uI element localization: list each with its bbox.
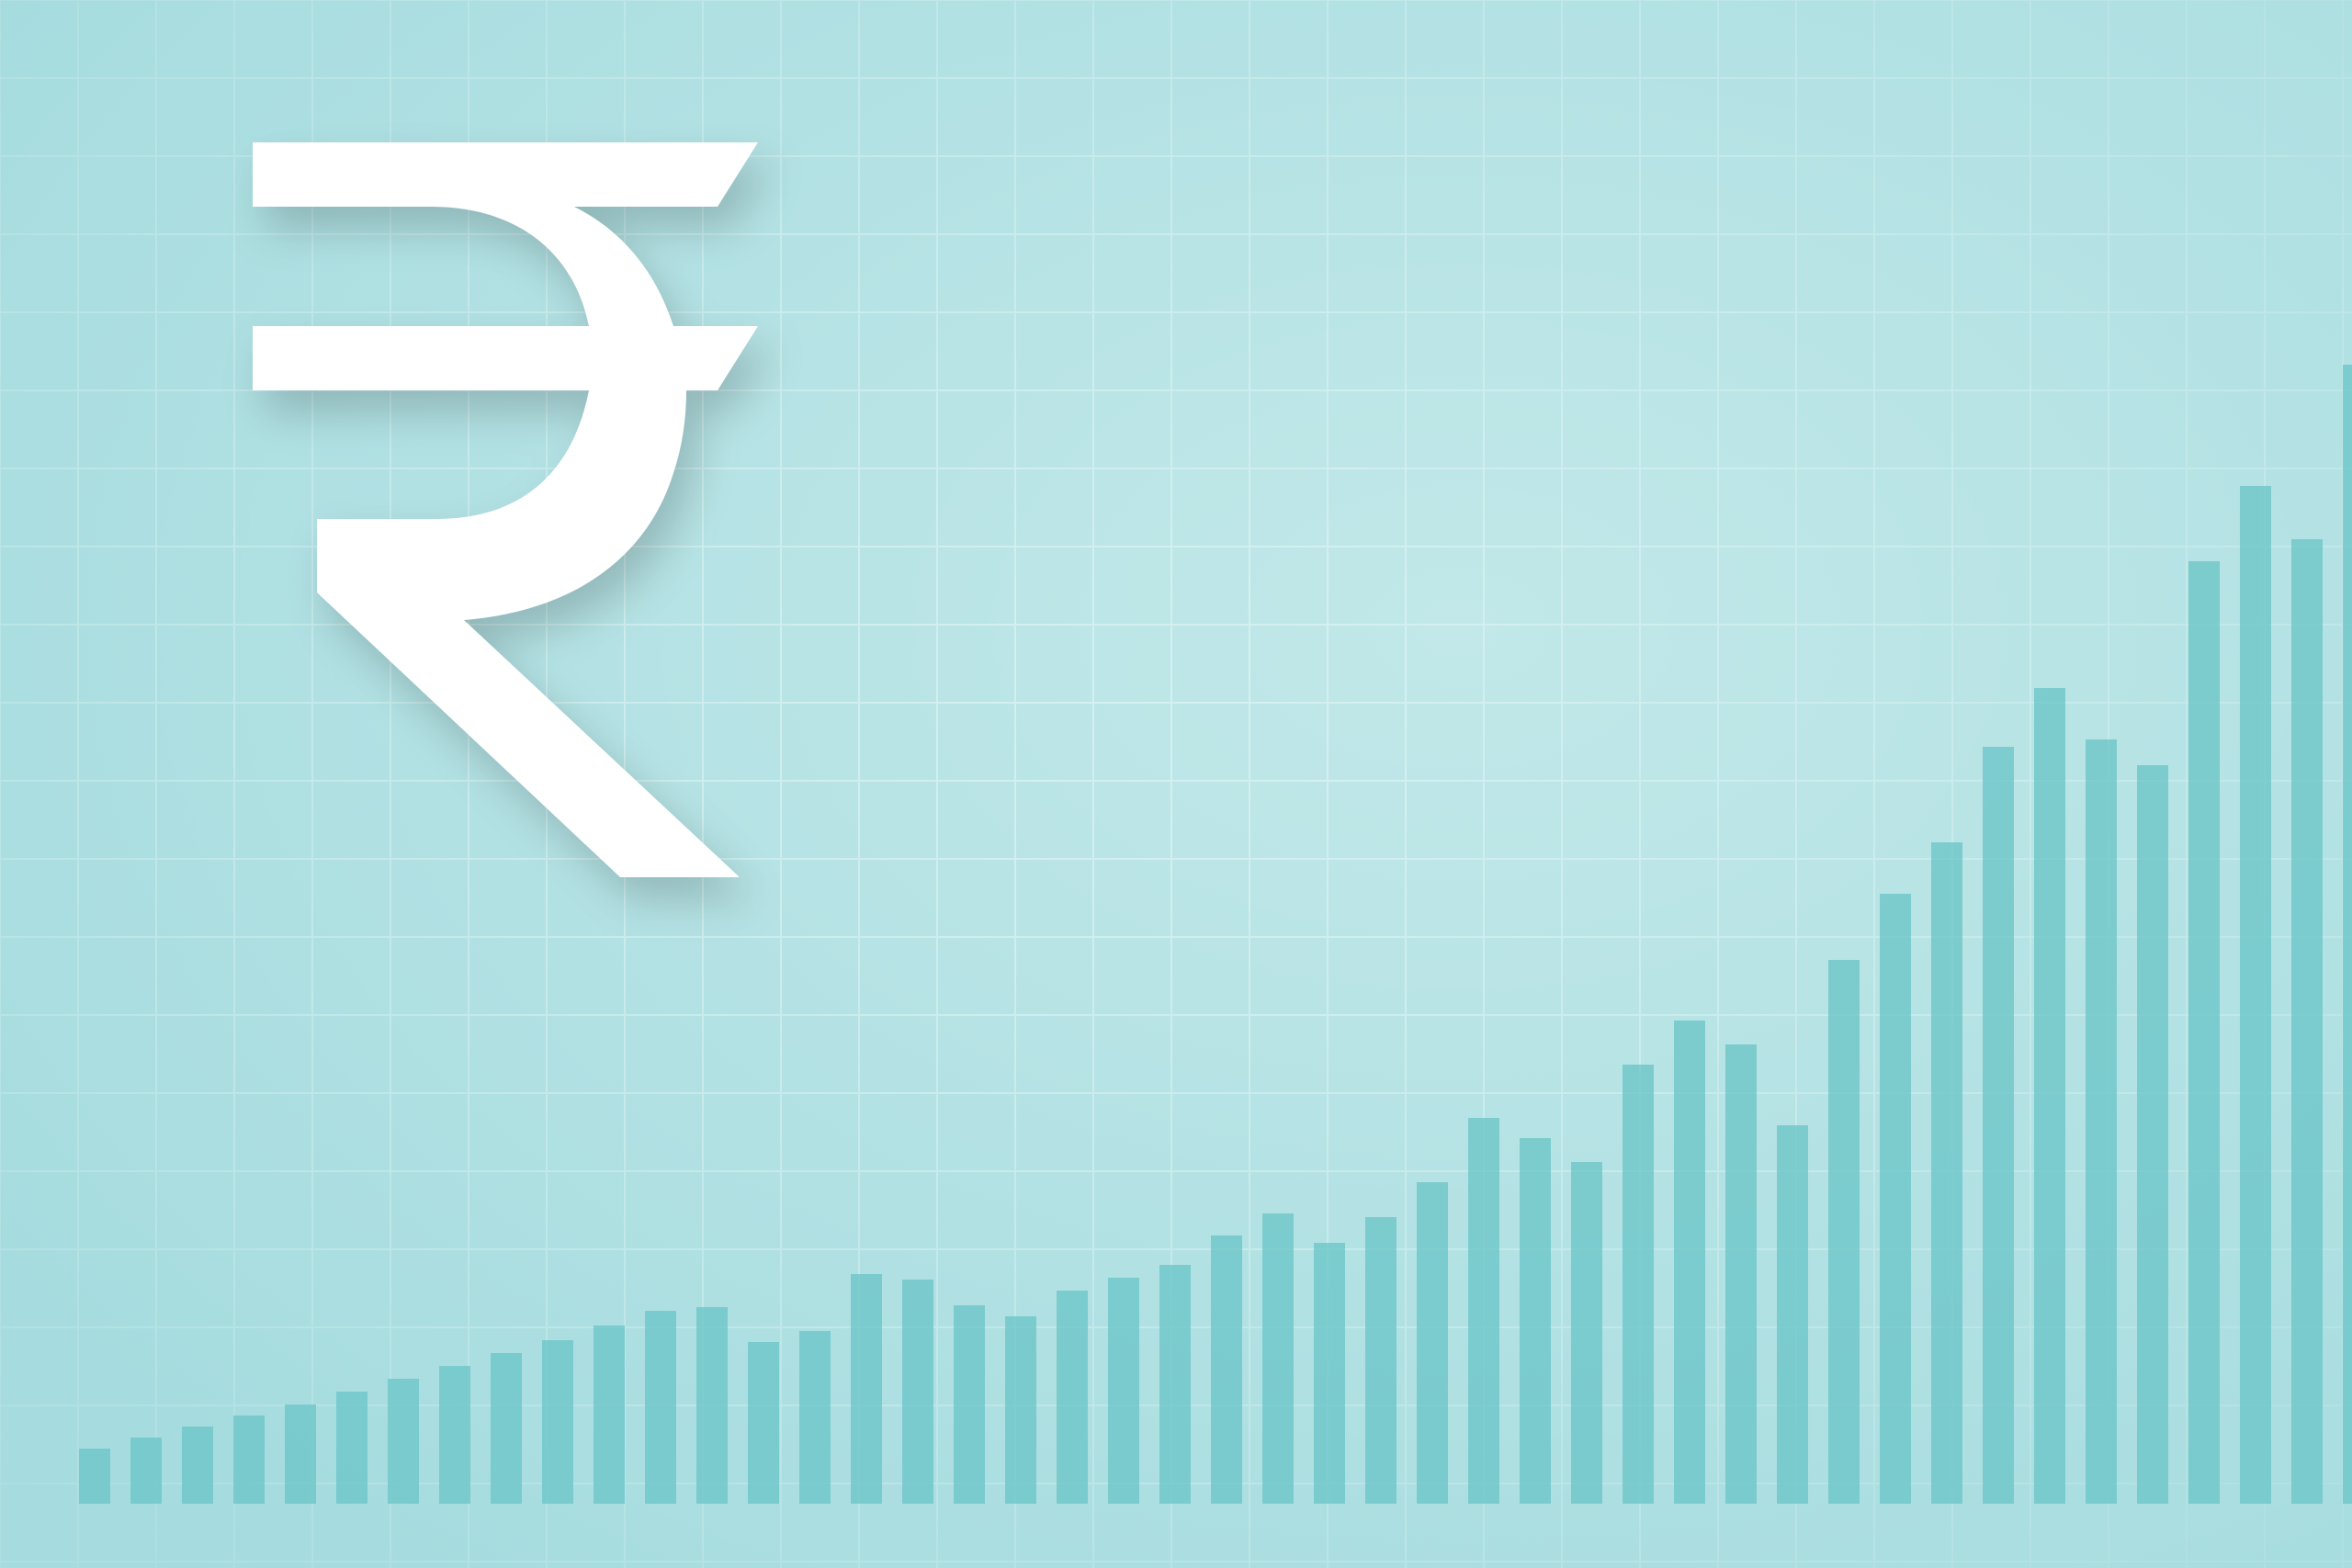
chart-bar (954, 1305, 985, 1504)
chart-bar (1777, 1125, 1808, 1504)
chart-bar (2086, 739, 2117, 1504)
chart-bar (79, 1449, 110, 1504)
rupee-glyph-path (253, 142, 758, 877)
chart-bar (1211, 1235, 1242, 1504)
chart-bar (491, 1353, 522, 1504)
chart-bar (1828, 960, 1860, 1504)
chart-bar (1365, 1217, 1396, 1504)
chart-bar (182, 1427, 213, 1504)
chart-bar (1623, 1065, 1654, 1504)
infographic-canvas (0, 0, 2352, 1568)
chart-bar (2137, 765, 2168, 1504)
chart-bar (1314, 1243, 1345, 1504)
chart-bar (439, 1366, 470, 1504)
chart-bar (1983, 747, 2014, 1504)
chart-bar (1262, 1213, 1294, 1504)
chart-bar (1005, 1316, 1036, 1504)
chart-bar (1931, 842, 1962, 1504)
chart-bar (1674, 1021, 1705, 1504)
chart-bar (2240, 486, 2271, 1504)
chart-bar (851, 1274, 882, 1504)
chart-bar (902, 1280, 933, 1504)
chart-bar (336, 1392, 368, 1504)
chart-bar (2188, 561, 2220, 1504)
chart-bar (2291, 539, 2323, 1504)
chart-bar (696, 1307, 728, 1504)
chart-bar (1159, 1265, 1191, 1504)
chart-bar (748, 1342, 779, 1504)
chart-bar (130, 1438, 162, 1504)
chart-bar (645, 1311, 676, 1504)
rupee-icon (225, 142, 786, 896)
chart-bar (1520, 1138, 1551, 1504)
chart-bar (233, 1416, 265, 1504)
chart-bar (1108, 1278, 1139, 1504)
chart-bar (594, 1325, 625, 1504)
chart-bar (1417, 1182, 1448, 1504)
chart-bar (542, 1340, 573, 1504)
chart-bar (1057, 1291, 1088, 1504)
chart-bar (285, 1404, 316, 1504)
chart-bar (2034, 688, 2065, 1504)
chart-bar (1468, 1118, 1499, 1504)
chart-bar (1880, 894, 1911, 1504)
chart-bar (388, 1379, 419, 1504)
chart-bar (799, 1331, 831, 1504)
chart-bar (1571, 1162, 1602, 1504)
chart-bar (2343, 365, 2352, 1504)
chart-bar (1725, 1044, 1757, 1504)
